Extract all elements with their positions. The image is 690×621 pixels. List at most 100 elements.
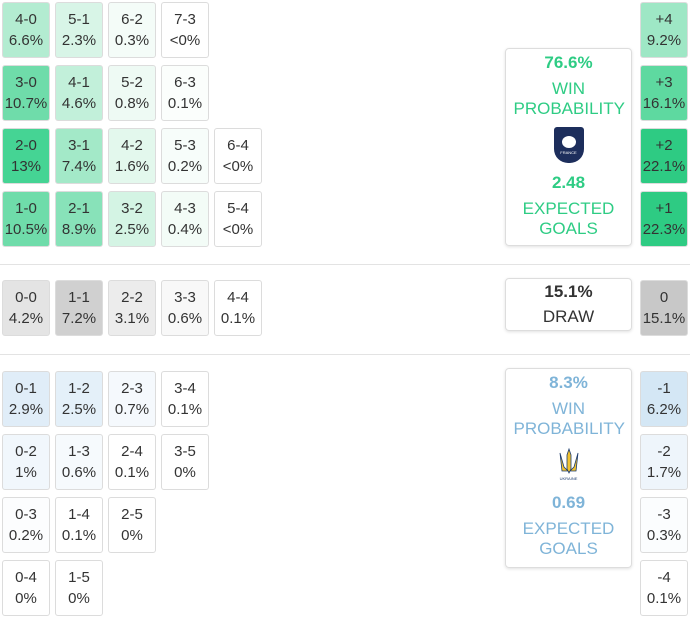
cell-label: 0-4 xyxy=(15,569,37,586)
cell-prob: 0.1% xyxy=(61,527,97,544)
score-cell: 1-4 0.1% xyxy=(55,497,103,553)
score-cell: 0-4 0% xyxy=(2,560,50,616)
score-cell: 3-1 7.4% xyxy=(55,128,103,184)
cell-prob: 0.4% xyxy=(167,221,203,238)
margin-cell: -4 0.1% xyxy=(640,560,688,616)
xg: 0.69 xyxy=(551,493,586,512)
margin-cell: 0 15.1% xyxy=(640,280,688,336)
cell-label: +3 xyxy=(655,74,673,91)
cell-prob: 0% xyxy=(121,527,143,544)
cell-prob: 0.3% xyxy=(114,32,150,49)
cell-label: 1-5 xyxy=(68,569,90,586)
cell-prob: 9.2% xyxy=(646,32,682,49)
score-cell: 6-3 0.1% xyxy=(161,65,209,121)
cell-prob: 2.9% xyxy=(8,401,44,418)
cell-prob: 6.6% xyxy=(8,32,44,49)
score-cell: 4-3 0.4% xyxy=(161,191,209,247)
score-cell: 6-2 0.3% xyxy=(108,2,156,58)
cell-label: 2-2 xyxy=(121,289,143,306)
cell-label: 6-4 xyxy=(227,137,249,154)
cell-prob: 0.1% xyxy=(646,590,682,607)
cell-prob: 0.6% xyxy=(167,310,203,327)
cell-prob: 0% xyxy=(68,590,90,607)
cell-prob: <0% xyxy=(169,32,201,49)
cell-label: 6-3 xyxy=(174,74,196,91)
ukraine-summary: 8.3% WIN PROBABILITY UKRAINE 0.69 EXPECT… xyxy=(505,368,632,568)
cell-prob: 0.8% xyxy=(114,95,150,112)
cell-label: 1-4 xyxy=(68,506,90,523)
win-label: WIN PROBABILITY xyxy=(513,79,625,118)
score-cell: 1-3 0.6% xyxy=(55,434,103,490)
margin-cell: +2 22.1% xyxy=(640,128,688,184)
score-cell: 3-5 0% xyxy=(161,434,209,490)
cell-prob: 2.5% xyxy=(61,401,97,418)
score-cell: 2-5 0% xyxy=(108,497,156,553)
cell-prob: 10.7% xyxy=(4,95,48,112)
cell-prob: 0.3% xyxy=(646,527,682,544)
score-cell: 2-4 0.1% xyxy=(108,434,156,490)
cell-label: -3 xyxy=(657,506,671,523)
score-cell: 2-2 3.1% xyxy=(108,280,156,336)
cell-label: 5-3 xyxy=(174,137,196,154)
score-cell: 3-4 0.1% xyxy=(161,371,209,427)
margin-cell: +4 9.2% xyxy=(640,2,688,58)
cell-label: 2-4 xyxy=(121,443,143,460)
cell-label: 2-3 xyxy=(121,380,143,397)
cell-prob: 1% xyxy=(15,464,37,481)
score-cell: 5-1 2.3% xyxy=(55,2,103,58)
score-cell: 4-4 0.1% xyxy=(214,280,262,336)
cell-label: -2 xyxy=(657,443,671,460)
cell-prob: 2.3% xyxy=(61,32,97,49)
cell-label: 4-3 xyxy=(174,200,196,217)
cell-label: 3-5 xyxy=(174,443,196,460)
cell-label: 2-1 xyxy=(68,200,90,217)
cell-label: 3-0 xyxy=(15,74,37,91)
cell-prob: 4.6% xyxy=(61,95,97,112)
crest-icon xyxy=(561,135,576,148)
cell-label: 0-3 xyxy=(15,506,37,523)
cell-label: -1 xyxy=(657,380,671,397)
cell-label: 1-1 xyxy=(68,289,90,306)
cell-label: 3-3 xyxy=(174,289,196,306)
win-pct: 8.3% xyxy=(549,373,588,392)
cell-label: 0-0 xyxy=(15,289,37,306)
cell-label: 6-2 xyxy=(121,11,143,28)
crest-label: UKRAINE xyxy=(559,476,578,481)
cell-label: 4-0 xyxy=(15,11,37,28)
margin-cell: +3 16.1% xyxy=(640,65,688,121)
score-cell: 6-4 <0% xyxy=(214,128,262,184)
cell-prob: 3.1% xyxy=(114,310,150,327)
win-pct: 76.6% xyxy=(544,53,593,72)
cell-label: 2-5 xyxy=(121,506,143,523)
cell-label: 3-1 xyxy=(68,137,90,154)
xg-label: EXPECTED GOALS xyxy=(522,519,615,558)
cell-label: 0 xyxy=(659,289,669,306)
cell-prob: <0% xyxy=(222,158,254,175)
cell-label: 3-4 xyxy=(174,380,196,397)
cell-prob: 0% xyxy=(174,464,196,481)
score-cell: 4-0 6.6% xyxy=(2,2,50,58)
crest-label: FRANCE xyxy=(560,149,577,155)
cell-prob: 0.1% xyxy=(167,401,203,418)
score-cell: 3-0 10.7% xyxy=(2,65,50,121)
cell-prob: 22.1% xyxy=(642,158,686,175)
score-cell: 0-2 1% xyxy=(2,434,50,490)
cell-label: 0-1 xyxy=(15,380,37,397)
score-cell: 2-3 0.7% xyxy=(108,371,156,427)
cell-label: 4-1 xyxy=(68,74,90,91)
cell-label: -4 xyxy=(657,569,671,586)
cell-label: 4-4 xyxy=(227,289,249,306)
cell-label: 5-4 xyxy=(227,200,249,217)
cell-label: 1-2 xyxy=(68,380,90,397)
win-label: WIN PROBABILITY xyxy=(513,399,625,438)
divider xyxy=(0,264,690,265)
xg: 2.48 xyxy=(551,173,586,192)
cell-label: 7-3 xyxy=(174,11,196,28)
cell-prob: 15.1% xyxy=(642,310,686,327)
france-summary: 76.6% WIN PROBABILITY FRANCE 2.48 EXPECT… xyxy=(505,48,632,246)
cell-prob: 0.2% xyxy=(8,527,44,544)
cell-prob: 0% xyxy=(15,590,37,607)
cell-prob: 22.3% xyxy=(642,221,686,238)
cell-prob: 0.7% xyxy=(114,401,150,418)
